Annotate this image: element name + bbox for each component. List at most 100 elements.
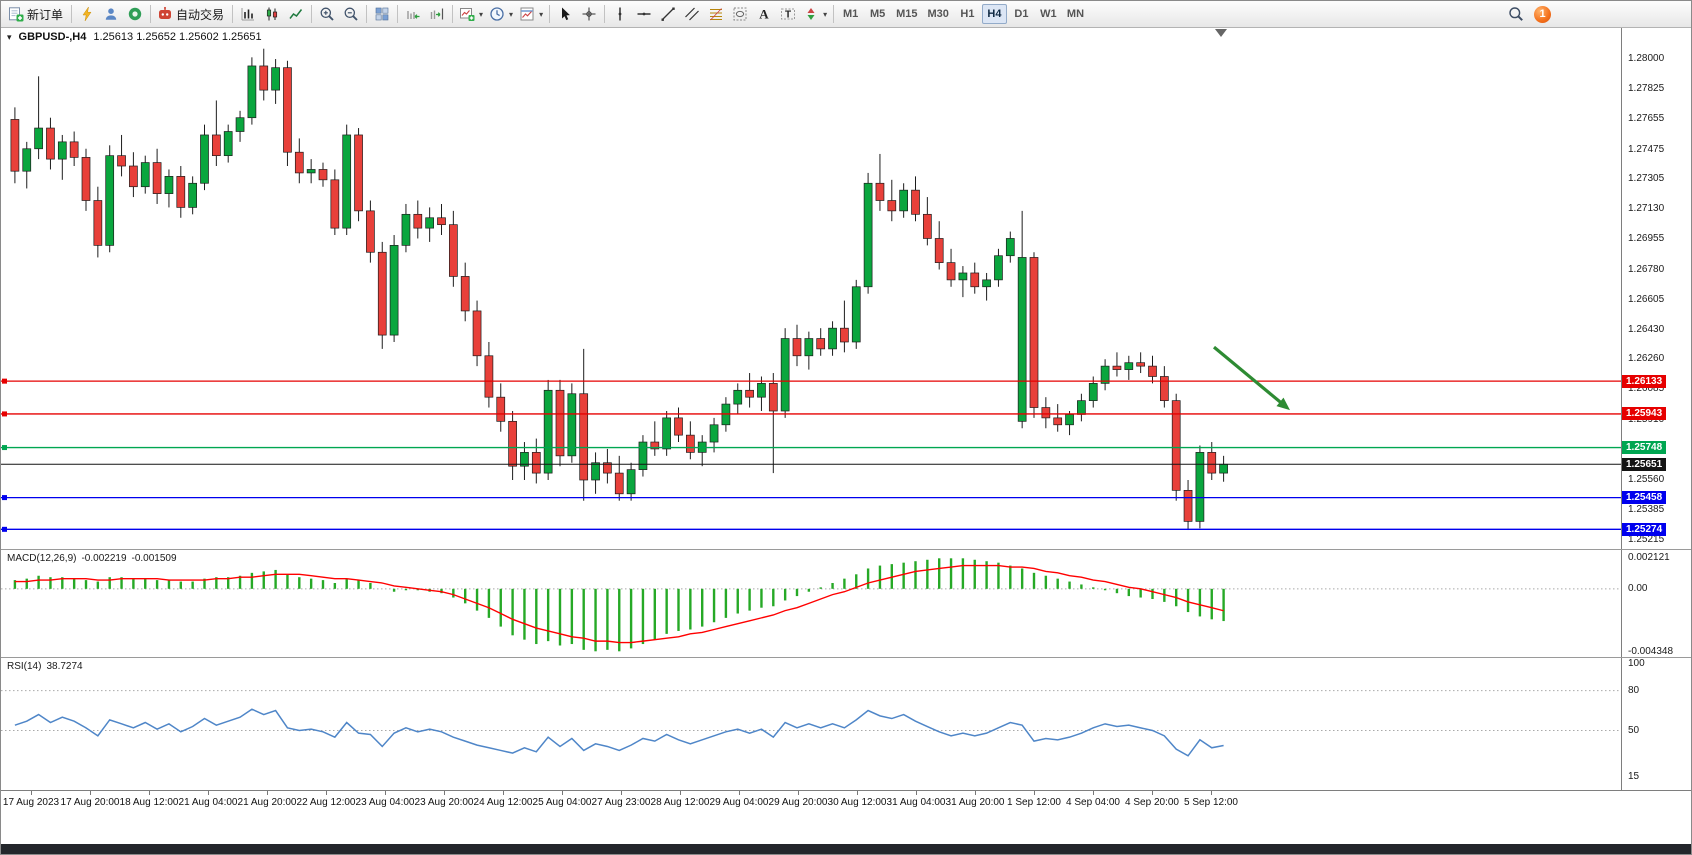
rsi-line bbox=[14, 708, 1224, 757]
time-tick bbox=[326, 791, 327, 795]
time-tick bbox=[385, 791, 386, 795]
support-button[interactable] bbox=[123, 3, 147, 25]
tile-icon bbox=[374, 6, 390, 22]
rsi-tick-label: 100 bbox=[1628, 658, 1645, 669]
autoscroll-icon bbox=[405, 6, 421, 22]
rsi-value: 38.7274 bbox=[46, 661, 83, 672]
auto-trading-button[interactable]: 自动交易 bbox=[154, 3, 229, 25]
time-tick bbox=[739, 791, 740, 795]
rsi-tick-label: 15 bbox=[1628, 771, 1640, 783]
tile-windows-button[interactable] bbox=[370, 3, 394, 25]
channel-tool-button[interactable] bbox=[680, 3, 704, 25]
chart-menu-icon[interactable]: ▾ bbox=[7, 31, 12, 42]
toolbar-separator bbox=[150, 5, 152, 23]
quick-action-button[interactable] bbox=[75, 3, 99, 25]
timeframe-h1-button[interactable]: H1 bbox=[960, 8, 975, 20]
timeframe-m30-button[interactable]: M30 bbox=[927, 8, 949, 20]
lightning-icon bbox=[79, 6, 95, 22]
resistance-line-price-tag: 1.25943 bbox=[1622, 407, 1667, 421]
arrows-tool-button[interactable]: ▾ bbox=[800, 3, 830, 25]
notifications-badge[interactable]: 1 bbox=[1534, 5, 1551, 23]
dropdown-caret-icon: ▾ bbox=[539, 9, 544, 19]
support-icon bbox=[127, 6, 143, 22]
timeframe-w1-button[interactable]: W1 bbox=[1040, 8, 1057, 20]
candlestick-type-button[interactable] bbox=[260, 3, 284, 25]
macd-plot[interactable]: MACD(12,26,9) -0.002219 -0.001509 bbox=[1, 550, 1621, 657]
line-chart-type-button[interactable] bbox=[284, 3, 308, 25]
dropdown-caret-icon: ▾ bbox=[823, 9, 828, 19]
time-label: 28 Aug 12:00 bbox=[650, 797, 710, 808]
new-order-button[interactable]: 新订单 bbox=[5, 3, 68, 25]
rsi-label: RSI(14) 38.7274 bbox=[7, 661, 83, 672]
chart-shift-marker[interactable] bbox=[1215, 29, 1227, 37]
time-label: 22 Aug 12:00 bbox=[296, 797, 356, 808]
timeframe-mn-button[interactable]: MN bbox=[1066, 8, 1085, 20]
chart-title: ▾ GBPUSD-,H4 1.25613 1.25652 1.25602 1.2… bbox=[7, 31, 262, 43]
trendline-tool-button[interactable] bbox=[656, 3, 680, 25]
new-chart-button[interactable]: ▾ bbox=[456, 3, 486, 25]
price-tick-label: 1.25560 bbox=[1628, 473, 1665, 485]
time-axis[interactable]: 17 Aug 2023 17 Aug 20:00 18 Aug 12:00 21 Au… bbox=[1, 790, 1691, 812]
profile-button[interactable] bbox=[99, 3, 123, 25]
price-tick-label: 1.28000 bbox=[1628, 53, 1665, 65]
support-line-price-tag: 1.25274 bbox=[1622, 522, 1667, 536]
timeframe-d1-button[interactable]: D1 bbox=[1014, 8, 1029, 20]
shapes-icon bbox=[732, 6, 748, 22]
time-label: 5 Sep 12:00 bbox=[1184, 797, 1238, 808]
trend-arrow[interactable] bbox=[1212, 345, 1290, 411]
auto-trading-button-label: 自动交易 bbox=[176, 7, 225, 22]
shift-icon bbox=[429, 6, 445, 22]
toolbar-separator bbox=[397, 5, 399, 23]
bar-chart-type-button[interactable] bbox=[236, 3, 260, 25]
macd-scale[interactable]: 0.002121 0.00 -0.004348 bbox=[1621, 550, 1691, 657]
auto-scroll-button[interactable] bbox=[401, 3, 425, 25]
timeframe-h4-button[interactable]: H4 bbox=[981, 4, 1007, 24]
price-scale[interactable]: 1.28000 1.27825 1.27655 1.27475 1.27305 1.271… bbox=[1621, 28, 1691, 549]
rsi-scale[interactable]: 100 80 50 15 bbox=[1621, 658, 1691, 790]
rsi-plot[interactable]: RSI(14) 38.7274 bbox=[1, 658, 1621, 790]
toolbar-separator bbox=[71, 5, 73, 23]
label-tool-button[interactable]: T bbox=[776, 3, 800, 25]
price-tick-label: 1.26780 bbox=[1628, 263, 1665, 275]
zoom-in-button[interactable] bbox=[315, 3, 339, 25]
time-label: 25 Aug 04:00 bbox=[532, 797, 592, 808]
template-icon bbox=[519, 6, 535, 22]
vertical-line-tool-button[interactable] bbox=[608, 3, 632, 25]
hline-icon bbox=[636, 6, 652, 22]
toolbar-separator bbox=[452, 5, 454, 23]
time-tick bbox=[1093, 791, 1094, 795]
fibonacci-tool-button[interactable] bbox=[704, 3, 728, 25]
macd-tick-label: 0.002121 bbox=[1628, 552, 1670, 563]
zoom-out-button[interactable] bbox=[339, 3, 363, 25]
time-tick bbox=[444, 791, 445, 795]
user-icon bbox=[103, 6, 119, 22]
crosshair-tool-button[interactable] bbox=[577, 3, 601, 25]
timeframe-m5-button[interactable]: M5 bbox=[869, 8, 886, 20]
price-tick-label: 1.25385 bbox=[1628, 504, 1665, 516]
time-tick bbox=[562, 791, 563, 795]
time-label: 4 Sep 04:00 bbox=[1066, 797, 1120, 808]
toolbar: 新订单 自动交易 ▾ ▾ ▾ A T ▾ M1 M5 M15 M30 H1 H4 D1 W1 MN 1 bbox=[1, 1, 1691, 28]
horizontal-line-tool-button[interactable] bbox=[632, 3, 656, 25]
rsi-tick-label: 80 bbox=[1628, 684, 1640, 696]
templates-button[interactable]: ▾ bbox=[516, 3, 546, 25]
price-tick-label: 1.27130 bbox=[1628, 203, 1665, 215]
cursor-tool-button[interactable] bbox=[553, 3, 577, 25]
price-chart-plot[interactable]: ▾ GBPUSD-,H4 1.25613 1.25652 1.25602 1.2… bbox=[1, 28, 1621, 549]
timeframe-m1-button[interactable]: M1 bbox=[842, 8, 859, 20]
chart-shift-button[interactable] bbox=[425, 3, 449, 25]
svg-text:A: A bbox=[759, 7, 769, 22]
macd-histogram-layer bbox=[13, 558, 1225, 652]
time-label: 21 Aug 20:00 bbox=[237, 797, 297, 808]
rsi-canvas bbox=[1, 690, 1621, 757]
shapes-tool-button[interactable] bbox=[728, 3, 752, 25]
price-tick-label: 1.26955 bbox=[1628, 233, 1665, 245]
search-button[interactable] bbox=[1504, 3, 1528, 25]
periods-button[interactable]: ▾ bbox=[486, 3, 516, 25]
text-tool-button[interactable]: A bbox=[752, 3, 776, 25]
timeframe-m15-button[interactable]: M15 bbox=[896, 8, 918, 20]
time-tick bbox=[857, 791, 858, 795]
support-line-price-tag: 1.25458 bbox=[1622, 491, 1667, 505]
time-tick bbox=[916, 791, 917, 795]
